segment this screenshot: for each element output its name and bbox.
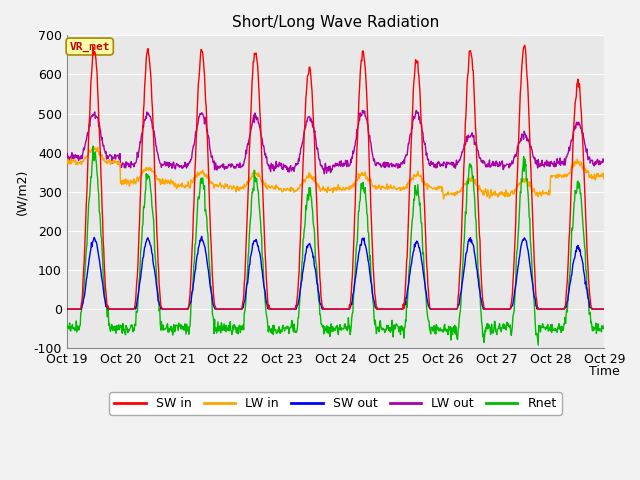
Title: Short/Long Wave Radiation: Short/Long Wave Radiation (232, 15, 439, 30)
Text: VR_met: VR_met (70, 41, 110, 52)
X-axis label: Time: Time (589, 365, 620, 378)
Legend: SW in, LW in, SW out, LW out, Rnet: SW in, LW in, SW out, LW out, Rnet (109, 392, 562, 415)
Y-axis label: (W/m2): (W/m2) (15, 168, 28, 215)
